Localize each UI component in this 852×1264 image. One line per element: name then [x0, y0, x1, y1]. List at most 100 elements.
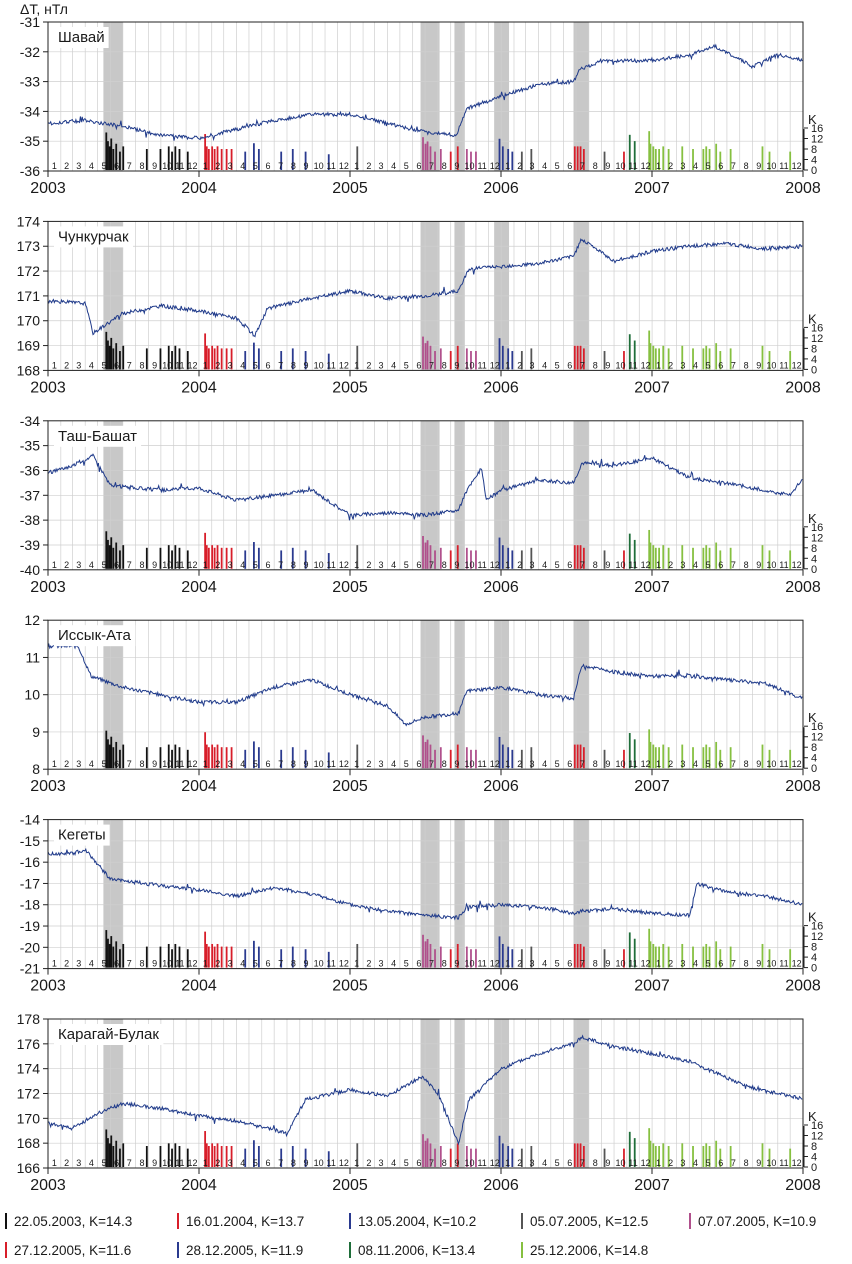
k-tick-label: 0: [811, 564, 817, 576]
month-label: 9: [303, 759, 308, 769]
month-label: 4: [542, 360, 547, 370]
year-label: 2003: [30, 978, 66, 995]
month-label: 7: [127, 759, 132, 769]
y-tick-label: -15: [20, 833, 40, 849]
month-label: 12: [490, 360, 500, 370]
month-label: 7: [731, 560, 736, 570]
station-label: Шавай: [58, 29, 105, 46]
month-label: 9: [756, 1158, 761, 1168]
legend-text: 27.12.2005, K=11.6: [14, 1243, 131, 1258]
year-label: 2005: [332, 778, 368, 795]
legend-text: 22.05.2003, K=14.3: [14, 1214, 132, 1229]
month-label: 1: [505, 959, 510, 969]
month-label: 4: [391, 759, 396, 769]
month-label: 7: [580, 560, 585, 570]
k-axis-label: K: [808, 710, 817, 725]
y-tick-label: 166: [17, 1160, 41, 1176]
legend-text: 28.12.2005, K=11.9: [186, 1243, 303, 1258]
month-label: 3: [379, 959, 384, 969]
k-tick-label: 16: [811, 721, 823, 733]
month-label: 1: [656, 161, 661, 171]
month-label: 7: [429, 161, 434, 171]
month-label: 6: [718, 759, 723, 769]
legend-text: 05.07.2005, K=12.5: [530, 1214, 648, 1229]
month-label: 7: [429, 959, 434, 969]
month-label: 3: [680, 759, 685, 769]
year-label: 2007: [634, 1177, 670, 1194]
month-label: 5: [102, 360, 107, 370]
k-tick-label: 16: [811, 522, 823, 534]
month-label: 4: [391, 161, 396, 171]
month-label: 12: [792, 161, 802, 171]
y-tick-label: -18: [20, 897, 40, 913]
month-label: 11: [477, 959, 486, 969]
month-label: 9: [152, 1158, 157, 1168]
k-tick-label: 4: [811, 753, 817, 765]
month-label: 11: [779, 1158, 788, 1168]
month-label: 8: [744, 560, 749, 570]
magnetic-series-line: [47, 238, 803, 338]
month-label: 9: [454, 161, 459, 171]
month-label: 6: [416, 560, 421, 570]
month-label: 8: [593, 161, 598, 171]
panel-frame: [47, 619, 804, 770]
month-label: 1: [52, 560, 57, 570]
month-label: 2: [366, 161, 371, 171]
month-label: 11: [628, 360, 637, 370]
station-label-bg: [54, 425, 142, 447]
month-label: 7: [278, 360, 283, 370]
month-label: 3: [228, 1158, 233, 1168]
k-tick-label: 12: [811, 532, 823, 544]
month-label: 9: [454, 360, 459, 370]
month-label: 10: [314, 1158, 324, 1168]
month-label: 12: [641, 1158, 651, 1168]
month-label: 9: [152, 959, 157, 969]
shaded-period: [103, 819, 123, 969]
month-label: 1: [203, 360, 208, 370]
y-tick-label: 9: [32, 724, 40, 740]
year-label: 2006: [483, 579, 519, 596]
y-tick-label: 168: [17, 362, 41, 378]
month-label: 2: [517, 1158, 522, 1168]
month-label: 8: [442, 560, 447, 570]
month-label: 10: [766, 360, 776, 370]
station-label-bg: [54, 226, 134, 248]
year-label: 2004: [181, 778, 217, 795]
month-label: 10: [314, 360, 324, 370]
month-label: 11: [779, 560, 788, 570]
month-label: 9: [605, 1158, 610, 1168]
magnetic-series-line: [47, 847, 803, 921]
y-tick-label: 8: [32, 761, 40, 777]
k-tick-label: 16: [811, 921, 823, 933]
panel-frame: [47, 21, 804, 172]
shaded-period: [454, 22, 465, 171]
month-label: 9: [454, 959, 459, 969]
month-label: 5: [706, 1158, 711, 1168]
station-label: Таш-Башат: [58, 428, 137, 445]
month-label: 5: [102, 959, 107, 969]
month-label: 7: [278, 1158, 283, 1168]
month-label: 11: [628, 959, 637, 969]
month-label: 11: [175, 759, 184, 769]
month-label: 5: [555, 959, 560, 969]
month-label: 11: [779, 959, 788, 969]
month-label: 8: [442, 1158, 447, 1168]
legend-item: 27.12.2005, K=11.6: [5, 1242, 131, 1258]
month-label: 2: [668, 959, 673, 969]
k-tick-label: 12: [811, 931, 823, 943]
month-label: 11: [477, 759, 486, 769]
month-label: 3: [529, 759, 534, 769]
month-label: 6: [567, 161, 572, 171]
month-label: 6: [567, 1158, 572, 1168]
month-label: 10: [465, 1158, 475, 1168]
month-label: 12: [792, 759, 802, 769]
month-label: 5: [555, 161, 560, 171]
month-label: 4: [89, 360, 94, 370]
month-label: 5: [706, 560, 711, 570]
month-label: 3: [379, 759, 384, 769]
year-label: 2003: [30, 579, 66, 596]
month-label: 3: [228, 759, 233, 769]
year-label: 2005: [332, 579, 368, 596]
month-label: 5: [404, 959, 409, 969]
